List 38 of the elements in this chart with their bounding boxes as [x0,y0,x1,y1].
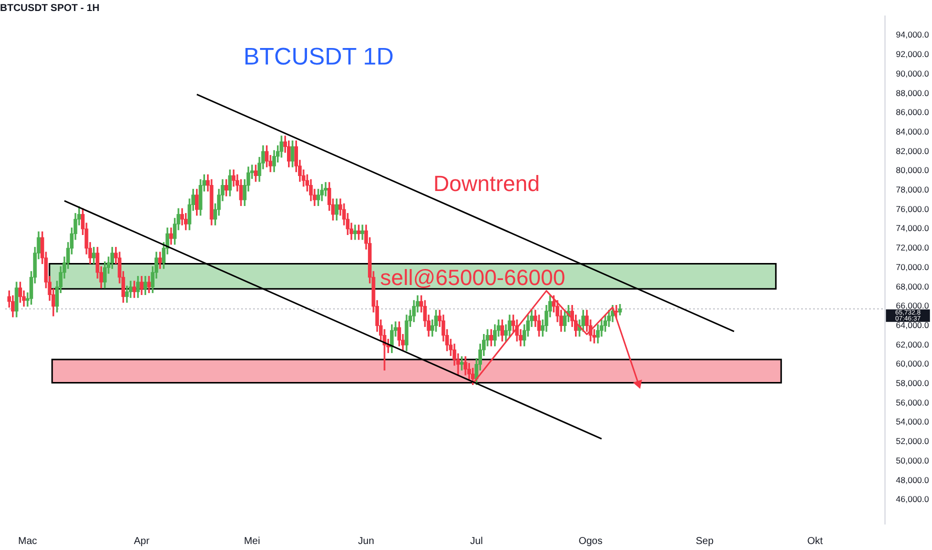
y-tick-label: 78,000.0 [896,184,930,195]
y-tick-label: 64,000.0 [896,320,930,330]
x-tick-label: Okt [807,536,823,547]
x-tick-label: Mac [18,536,38,547]
band-label: sell@65000-66000 [380,264,566,290]
y-tick-label: 50,000.0 [896,455,930,466]
y-tick-label: 80,000.0 [896,165,930,176]
y-tick-label: 46,000.0 [896,494,930,504]
y-tick-label: 84,000.0 [896,126,930,136]
y-tick-label: 86,000.0 [896,107,930,118]
x-tick-label: Apr [134,536,150,547]
y-tick-label: 66,000.0 [896,300,930,311]
y-tick-label: 70,000.0 [896,262,930,272]
y-tick-label: 82,000.0 [896,146,930,156]
y-tick-label: 62,000.0 [896,339,930,350]
y-tick-label: 60,000.0 [896,358,930,369]
y-tick-label: 56,000.0 [896,397,930,408]
y-tick-label: 72,000.0 [896,242,930,253]
y-tick-label: 54,000.0 [896,416,930,427]
x-tick-label: Mei [244,536,260,547]
x-tick-label: Jun [358,536,374,547]
y-tick-label: 76,000.0 [896,204,930,214]
y-tick-label: 48,000.0 [896,474,930,485]
annotation: BTCUSDT 1D [243,44,394,71]
y-tick-label: 52,000.0 [896,436,930,446]
y-tick-label: 94,000.0 [896,30,930,40]
x-tick-label: Ogos [578,536,602,547]
candlestick [353,224,357,240]
x-tick-label: Sep [696,536,714,547]
chart-title: BTCUSDT SPOT - 1H [0,2,100,14]
y-tick-label: 58,000.0 [896,378,930,388]
x-tick-label: Jul [470,536,483,547]
annotation: Downtrend [433,171,540,196]
y-tick-label: 74,000.0 [896,223,930,234]
y-tick-label: 92,000.0 [896,49,930,60]
y-tick-label: 68,000.0 [896,281,930,292]
y-tick-label: 88,000.0 [896,88,930,98]
y-tick-label: 90,000.0 [896,68,930,78]
